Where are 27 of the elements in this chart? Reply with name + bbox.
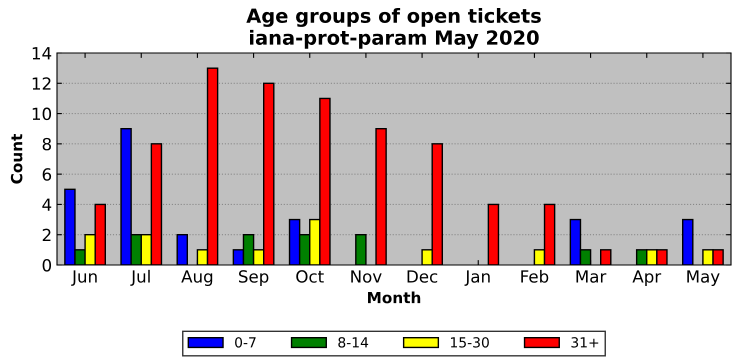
legend-label: 15-30 <box>450 337 489 348</box>
y-tick-label: 10 <box>32 108 52 120</box>
y-tick-label: 8 <box>42 138 51 150</box>
x-tick-label: Nov <box>351 270 382 283</box>
y-tick-label: 6 <box>42 168 52 181</box>
y-tick-label: 14 <box>32 47 52 60</box>
y-tick-label: 0 <box>42 258 52 272</box>
legend-label: 0-7 <box>235 337 256 348</box>
y-tick-label: 2 <box>42 228 50 242</box>
y-axis-title: Count <box>10 134 22 184</box>
y-tick-label: 12 <box>32 77 50 90</box>
x-tick-label: Jun <box>71 270 97 286</box>
x-tick-label: Aug <box>181 270 212 286</box>
x-axis-title: Month <box>368 292 420 304</box>
x-tick-label: Jul <box>130 270 150 286</box>
legend-label: 31+ <box>571 337 598 348</box>
x-tick-label: May <box>687 270 720 286</box>
x-tick-label: Mar <box>576 270 606 283</box>
y-tick-label: 4 <box>42 198 52 211</box>
x-tick-label: Apr <box>632 270 662 286</box>
legend-label: 8-14 <box>338 337 368 348</box>
x-tick-label: Feb <box>521 270 548 283</box>
chart-title: Age groups of open tickets iana-prot-param May 2020 <box>246 8 541 49</box>
x-tick-label: Dec <box>408 270 438 283</box>
x-tick-label: Oct <box>296 270 324 283</box>
x-tick-label: Jan <box>464 270 490 286</box>
x-tick-label: Sep <box>238 270 268 286</box>
